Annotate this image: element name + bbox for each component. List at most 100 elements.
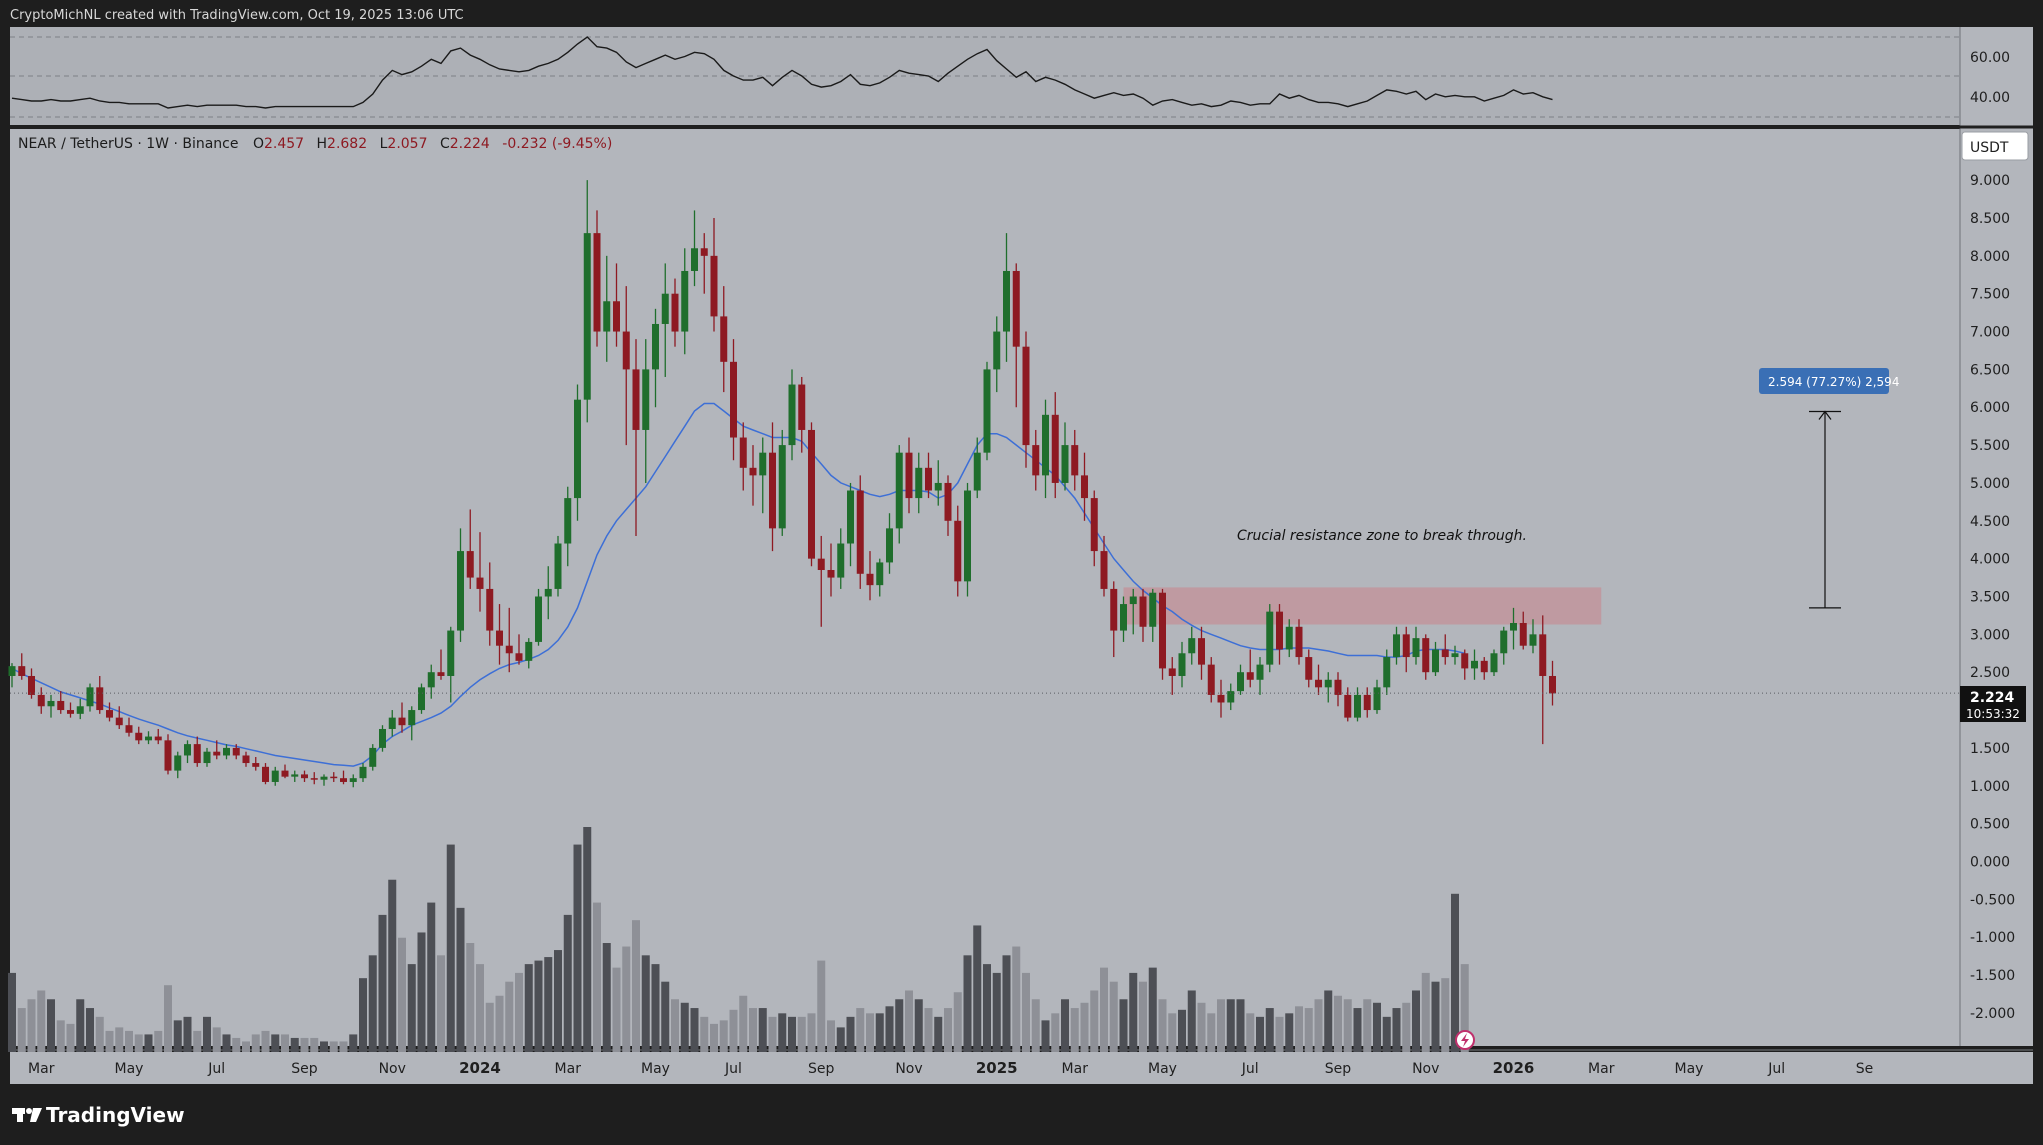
volume-bar <box>661 981 670 1052</box>
candle-body <box>1100 551 1108 589</box>
volume-bar <box>1363 999 1372 1052</box>
candle-body <box>359 766 367 779</box>
candle-body <box>1422 638 1430 673</box>
volume-bar <box>944 1008 952 1052</box>
candle-body <box>8 666 16 676</box>
candle-body <box>808 429 815 559</box>
lightning-icon[interactable] <box>1455 1030 1475 1050</box>
brand-name: TradingView <box>46 1103 185 1127</box>
candle-body <box>145 736 152 741</box>
price-axis-labels: 9.000 8.500 8.000 7.500 7.000 6.500 6.000 5.500… <box>1970 173 2015 1022</box>
candle-body <box>1266 611 1274 665</box>
time-tick-label: Mar <box>555 1061 582 1077</box>
candle-body <box>1500 630 1508 654</box>
volume-bar <box>1197 1002 1206 1052</box>
tradingview-brand[interactable]: TradingView <box>12 1103 185 1127</box>
volume-bar <box>1441 978 1450 1052</box>
volume-bar <box>1353 1008 1362 1052</box>
candle-body <box>1441 649 1449 658</box>
candle-body <box>67 710 74 714</box>
time-tick-label: 2026 <box>1493 1059 1535 1077</box>
volume-bar <box>583 827 592 1052</box>
time-axis[interactable] <box>10 1052 2033 1084</box>
currency-button-bg[interactable] <box>1961 131 2029 161</box>
candle-body <box>349 778 357 782</box>
price-tick-label: -0.500 <box>1970 892 2015 908</box>
volume-bar <box>680 1002 689 1052</box>
volume-bar <box>710 1023 718 1052</box>
volume-bar <box>739 995 748 1052</box>
volume-bar <box>671 999 679 1052</box>
moving-average-line <box>11 402 1465 767</box>
candle-body <box>993 331 1001 370</box>
volume-bar <box>534 960 543 1052</box>
candle-body <box>564 498 572 544</box>
candle-body <box>1081 475 1088 499</box>
volume-bar <box>1080 1002 1089 1052</box>
volume-bar <box>885 1006 894 1052</box>
volume-bar <box>1304 1008 1313 1052</box>
candle-body <box>281 770 289 777</box>
candle-body <box>1090 498 1098 552</box>
candle-body <box>622 331 630 370</box>
candle-body <box>1285 626 1293 650</box>
candle-body <box>1168 668 1176 676</box>
volume-bar <box>1324 990 1333 1052</box>
price-axis[interactable] <box>1960 27 2033 1046</box>
time-tick-label: Mar <box>1588 1061 1615 1077</box>
candle-body <box>1461 653 1469 669</box>
candle-body <box>330 776 338 779</box>
moving-average-layer <box>11 402 1465 767</box>
volume-bar <box>1207 1013 1216 1052</box>
close-value: 2.224 <box>450 136 490 152</box>
volume-bar <box>446 844 455 1052</box>
candle-body <box>135 732 143 741</box>
volume-bar <box>1236 999 1245 1052</box>
volume-bar <box>456 907 465 1052</box>
candle-body <box>1110 588 1118 631</box>
candle-body <box>437 672 445 676</box>
candle-body <box>1071 445 1079 476</box>
volume-bar <box>1382 1016 1391 1052</box>
volume-bar <box>768 1016 777 1052</box>
volume-bar <box>573 844 582 1052</box>
volume-bar <box>1061 999 1069 1052</box>
candle-body <box>86 687 94 707</box>
volume-bar <box>651 964 660 1052</box>
rsi-tick-label: 40.00 <box>1970 90 2010 106</box>
time-tick-label: Nov <box>1412 1061 1439 1077</box>
candle-body <box>1519 622 1527 646</box>
candle-body <box>1373 687 1381 711</box>
measure-label: 2.594 (77.27%) 2,594 <box>1768 375 1899 389</box>
volume-bar <box>76 999 85 1052</box>
candle-body <box>886 528 893 563</box>
volume-bar <box>86 1008 94 1052</box>
candle-body <box>1432 649 1439 673</box>
volume-bar <box>1090 990 1099 1052</box>
volume-bars <box>8 827 1469 1052</box>
price-tick-label: 4.000 <box>1970 552 2010 568</box>
author-credit: CryptoMichNL created with TradingView.co… <box>10 8 464 23</box>
currency-button[interactable]: USDT <box>1961 131 2029 161</box>
candle-body <box>28 675 35 695</box>
candle-body <box>447 630 455 676</box>
candle-body <box>1305 657 1313 680</box>
candle-body <box>1295 626 1303 658</box>
volume-bar <box>1265 1008 1274 1052</box>
volume-bar <box>1226 999 1235 1052</box>
candle-body <box>125 725 133 733</box>
time-tick-label: Nov <box>379 1061 406 1077</box>
volume-bar <box>1314 999 1323 1052</box>
brand-logo-stem <box>17 1108 23 1122</box>
volume-bar <box>1139 981 1147 1052</box>
volume-bar <box>485 1002 494 1052</box>
price-tick-label: 3.000 <box>1970 627 2010 643</box>
volume-bar <box>398 937 406 1052</box>
price-range-measure[interactable]: 2.594 (77.27%) 2,594 <box>1759 368 1899 609</box>
candle-body <box>1363 694 1371 711</box>
price-pane[interactable] <box>10 129 1960 1046</box>
price-tick-label: -1.500 <box>1970 968 2015 984</box>
candle-body <box>535 596 542 642</box>
